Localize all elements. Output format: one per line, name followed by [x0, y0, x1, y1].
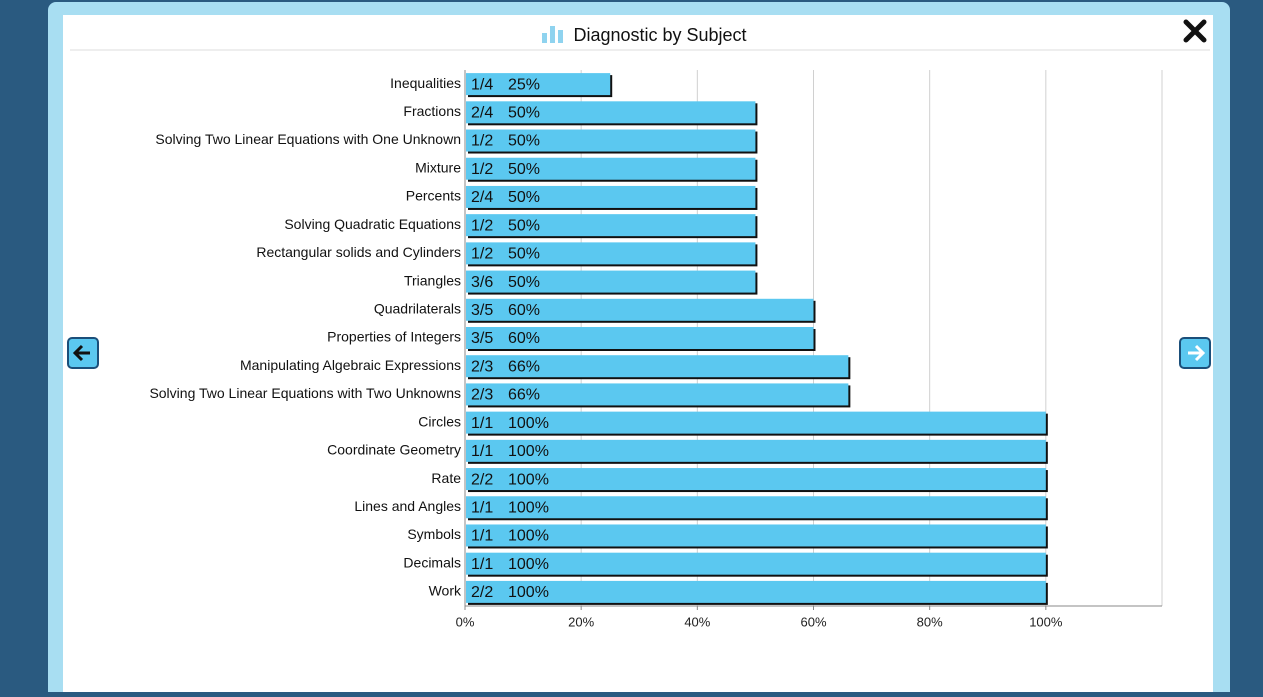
bar-fraction: 1/4 — [471, 76, 493, 93]
bar-fraction: 3/6 — [471, 274, 493, 291]
bar — [466, 580, 1046, 603]
y-category-label: Decimals — [403, 554, 461, 570]
y-category-label: Inequalities — [390, 75, 461, 91]
bar — [466, 298, 814, 321]
bar-fraction: 1/2 — [471, 246, 493, 263]
close-button[interactable] — [1183, 19, 1207, 43]
bar-value-label: 50% — [508, 105, 540, 122]
bar — [466, 73, 611, 96]
bar-fraction: 1/1 — [471, 415, 493, 432]
y-category-label: Work — [429, 583, 462, 599]
bar — [466, 524, 1046, 547]
bar — [466, 439, 1046, 462]
x-tick-label: 80% — [917, 614, 943, 629]
x-tick-label: 0% — [456, 614, 475, 629]
bar — [466, 468, 1046, 491]
x-tick-label: 100% — [1029, 614, 1063, 629]
bar-value-label: 50% — [508, 217, 540, 234]
bar-fraction: 1/1 — [471, 528, 493, 545]
y-category-label: Triangles — [404, 272, 461, 288]
bar-value-label: 50% — [508, 133, 540, 150]
dialog-title: Diagnostic by Subject — [573, 25, 746, 45]
bar — [466, 185, 756, 208]
y-category-label: Fractions — [403, 103, 461, 119]
bar — [466, 157, 756, 180]
bar — [466, 101, 756, 124]
bar — [466, 552, 1046, 575]
bar-fraction: 2/4 — [471, 105, 493, 122]
y-category-label: Rate — [431, 470, 461, 486]
bar-fraction: 1/1 — [471, 556, 493, 573]
previous-button[interactable] — [67, 337, 99, 369]
bar-fraction: 2/3 — [471, 387, 493, 404]
bar-value-label: 50% — [508, 246, 540, 263]
bar — [466, 411, 1046, 434]
bar-fraction: 3/5 — [471, 302, 493, 319]
y-category-label: Solving Two Linear Equations with One Un… — [155, 131, 461, 147]
bar-value-label: 100% — [508, 443, 549, 460]
x-tick-label: 20% — [568, 614, 594, 629]
y-category-label: Circles — [418, 413, 461, 429]
bar-value-label: 50% — [508, 161, 540, 178]
x-tick-label: 40% — [684, 614, 710, 629]
bar-value-label: 100% — [508, 415, 549, 432]
y-category-label: Coordinate Geometry — [327, 442, 461, 458]
y-category-label: Rectangular solids and Cylinders — [256, 244, 461, 260]
bar — [466, 214, 756, 237]
y-category-label: Properties of Integers — [327, 329, 461, 345]
bar-fraction: 1/1 — [471, 499, 493, 516]
y-category-label: Mixture — [415, 159, 461, 175]
bar-value-label: 60% — [508, 330, 540, 347]
bar-value-label: 66% — [508, 387, 540, 404]
bar-value-label: 100% — [508, 584, 549, 601]
bar-value-label: 100% — [508, 556, 549, 573]
bar-fraction: 2/2 — [471, 584, 493, 601]
bar-fraction: 1/2 — [471, 133, 493, 150]
bar — [466, 496, 1046, 519]
y-category-label: Quadrilaterals — [374, 300, 461, 316]
y-category-label: Lines and Angles — [354, 498, 461, 514]
bar — [466, 383, 849, 406]
y-category-label: Solving Two Linear Equations with Two Un… — [149, 385, 461, 401]
bar-value-label: 50% — [508, 274, 540, 291]
bar — [466, 270, 756, 293]
bar-value-label: 25% — [508, 76, 540, 93]
bar — [466, 242, 756, 265]
chart: 0% 20% 40% 60% 80% 100% Inequalities 1/4 25% Frac… — [149, 70, 1163, 629]
bar — [466, 355, 849, 378]
bar-fraction: 1/1 — [471, 443, 493, 460]
x-tick-label: 60% — [800, 614, 826, 629]
bar-value-label: 50% — [508, 189, 540, 206]
y-category-label: Symbols — [407, 526, 461, 542]
next-button[interactable] — [1179, 337, 1211, 369]
y-category-label: Manipulating Algebraic Expressions — [240, 357, 461, 373]
bar-value-label: 100% — [508, 528, 549, 545]
bar-fraction: 1/2 — [471, 161, 493, 178]
bar-fraction: 2/4 — [471, 189, 493, 206]
bar-value-label: 100% — [508, 499, 549, 516]
bar-value-label: 66% — [508, 358, 540, 375]
y-category-label: Solving Quadratic Equations — [284, 216, 461, 232]
bar-fraction: 3/5 — [471, 330, 493, 347]
bar-fraction: 2/2 — [471, 471, 493, 488]
bar-fraction: 2/3 — [471, 358, 493, 375]
y-category-label: Percents — [406, 188, 461, 204]
bar — [466, 129, 756, 152]
bar — [466, 327, 814, 349]
title-icon — [542, 26, 563, 43]
bar-fraction: 1/2 — [471, 217, 493, 234]
bar-value-label: 60% — [508, 302, 540, 319]
bar-value-label: 100% — [508, 471, 549, 488]
